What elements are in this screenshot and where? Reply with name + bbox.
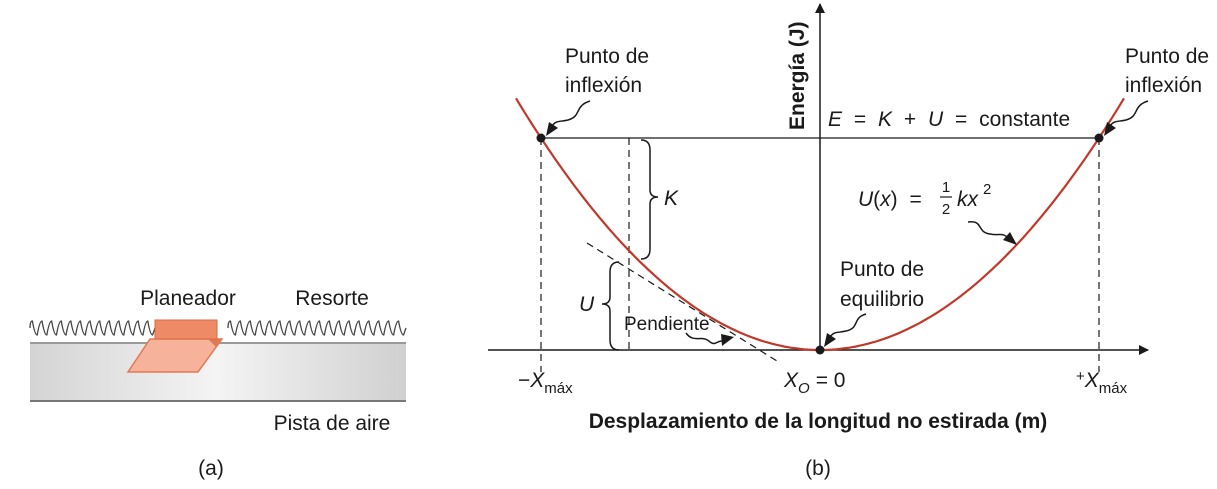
turning-point-left-dot <box>536 133 546 143</box>
pointer-turning-right-head <box>1104 122 1116 136</box>
pointer-turning-left-head <box>546 122 558 136</box>
air-track <box>30 343 406 401</box>
tick-pos-xmax: +Xmáx <box>1076 368 1128 397</box>
pointer-potential-function <box>967 221 1009 239</box>
caption-b: (b) <box>805 457 831 480</box>
glider-fin <box>208 339 222 347</box>
turning-point-right-label-2: inflexión <box>1125 74 1202 97</box>
svg-text:1: 1 <box>942 179 950 196</box>
caption-a: (a) <box>198 457 224 480</box>
turning-point-left-label-1: Punto de <box>565 45 649 68</box>
pointer-potential-function-head <box>1003 232 1017 245</box>
tick-neg-xmax: −Xmáx <box>518 369 573 397</box>
equilibrium-label-2: equilibrio <box>840 288 924 311</box>
pointer-turning-right <box>1109 100 1149 127</box>
svg-text:kx: kx <box>957 188 980 211</box>
equilibrium-dot <box>815 345 825 355</box>
turning-point-right-dot <box>1094 133 1104 143</box>
panel-b: Energía (J) Desplazamiento de la longitu… <box>488 3 1209 480</box>
total-energy-equation: E = K + U = constante <box>828 108 1070 131</box>
turning-point-right-label-1: Punto de <box>1125 45 1209 68</box>
pointer-equilibrium-head <box>824 333 836 347</box>
pointer-slope <box>685 332 723 345</box>
potential-label: U <box>579 293 595 316</box>
kinetic-label: K <box>664 187 679 210</box>
svg-text:2: 2 <box>942 201 950 218</box>
spring-left <box>29 320 156 336</box>
pointer-slope-head <box>721 334 734 346</box>
spring-right <box>227 320 407 336</box>
spring-label: Resorte <box>295 287 369 310</box>
kinetic-brace <box>640 139 659 260</box>
tick-x0: XO = 0 <box>783 369 845 397</box>
glider-label: Planeador <box>140 287 236 310</box>
track-label: Pista de aire <box>274 412 391 435</box>
equilibrium-label-1: Punto de <box>840 258 924 281</box>
pointer-turning-left <box>551 100 591 127</box>
turning-point-left-label-2: inflexión <box>565 74 642 97</box>
svg-text:2: 2 <box>983 181 991 198</box>
y-axis-label: Energía (J) <box>786 21 809 130</box>
glider-block <box>154 319 218 340</box>
potential-brace <box>601 261 620 351</box>
potential-function-label: U(x) = 1 2 kx 2 <box>858 179 991 218</box>
svg-text:U(x) =: U(x) = <box>858 188 922 211</box>
x-axis-label: Desplazamiento de la longitud no estirad… <box>589 410 1048 433</box>
slope-dashed-line <box>586 242 778 362</box>
panel-a: Planeador Resorte Pista de aire (a) <box>29 287 407 480</box>
pointer-equilibrium <box>829 313 867 338</box>
slope-label: Pendiente <box>624 314 710 335</box>
